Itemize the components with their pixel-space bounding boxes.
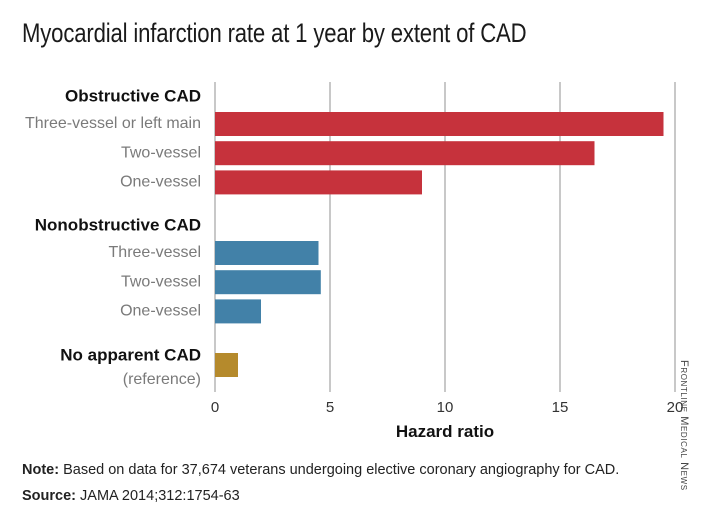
category-label: Two-vessel — [121, 144, 201, 161]
bar — [215, 299, 261, 324]
source-text: JAMA 2014;312:1754-63 — [80, 488, 240, 504]
note-line: Note: Based on data for 37,674 veterans … — [22, 462, 619, 478]
category-label: One-vessel — [120, 174, 201, 191]
x-tick-label: 5 — [326, 399, 334, 416]
note-text: Based on data for 37,674 veterans underg… — [63, 462, 620, 478]
x-tick-label: 0 — [211, 399, 219, 416]
category-label: Three-vessel — [109, 244, 201, 261]
bar — [215, 241, 319, 265]
x-tick-label: 20 — [667, 399, 684, 416]
category-label: (reference) — [123, 371, 201, 388]
source-line: Source: JAMA 2014;312:1754-63 — [22, 488, 240, 504]
group-label: Obstructive CAD — [65, 86, 201, 105]
category-label: One-vessel — [120, 303, 201, 320]
publisher-credit: Frontline Medical News — [678, 360, 690, 491]
group-label: Nonobstructive CAD — [35, 215, 201, 234]
note-label: Note: — [22, 462, 60, 478]
bar — [215, 353, 238, 377]
bar — [215, 112, 664, 136]
group-label: No apparent CAD — [60, 345, 201, 364]
bar — [215, 170, 422, 195]
chart-title: Myocardial infarction rate at 1 year by … — [22, 18, 527, 48]
category-label: Two-vessel — [121, 273, 201, 290]
bar — [215, 270, 321, 295]
category-label: Three-vessel or left main — [25, 115, 201, 132]
bar — [215, 141, 595, 166]
x-axis-label: Hazard ratio — [396, 422, 494, 441]
x-tick-label: 10 — [437, 399, 454, 416]
x-tick-label: 15 — [552, 399, 569, 416]
source-label: Source: — [22, 488, 76, 504]
